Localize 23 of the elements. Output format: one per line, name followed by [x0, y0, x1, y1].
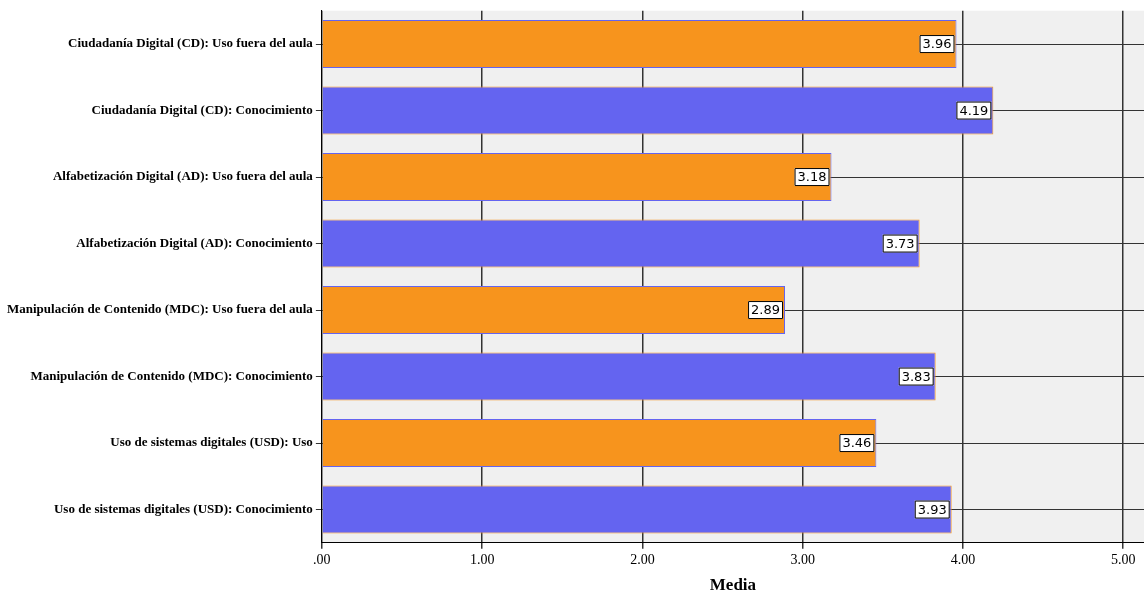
data-label: 3.83 [901, 368, 931, 384]
data-label: 3.46 [842, 435, 872, 451]
y-tick-label: Manipulación de Contenido (MDC): Conocimiento [30, 367, 313, 383]
x-tick-label: 4.00 [950, 551, 976, 567]
data-label: 2.89 [751, 302, 781, 318]
y-tick-label: Uso de sistemas digitales (USD): Conocimiento [53, 500, 313, 516]
data-label: 3.93 [917, 501, 947, 517]
y-tick-label: Alfabetización Digital (AD): Uso fuera del aula [52, 168, 314, 184]
y-tick-label: Manipulación de Contenido (MDC): Uso fuera del aula [6, 301, 314, 317]
x-tick-label: .00 [313, 551, 331, 567]
data-label: 4.19 [959, 102, 989, 118]
data-label: 3.96 [922, 36, 952, 52]
data-label: 3.73 [885, 235, 915, 251]
x-tick-label: 5.00 [1110, 551, 1136, 567]
data-label: 3.18 [797, 169, 827, 185]
x-tick-label: 3.00 [790, 551, 815, 567]
y-tick-label: Ciudadanía Digital (CD): Conocimiento [91, 101, 313, 117]
y-tick-label: Uso de sistemas digitales (USD): Uso [110, 434, 313, 450]
y-tick-label: Alfabetización Digital (AD): Conocimiento [76, 234, 313, 250]
x-axis-title: Media [709, 575, 757, 595]
y-tick-label: Ciudadanía Digital (CD): Uso fuera del aula [68, 35, 314, 51]
x-tick-label: 2.00 [630, 551, 655, 567]
x-tick-label: 1.00 [469, 551, 495, 567]
